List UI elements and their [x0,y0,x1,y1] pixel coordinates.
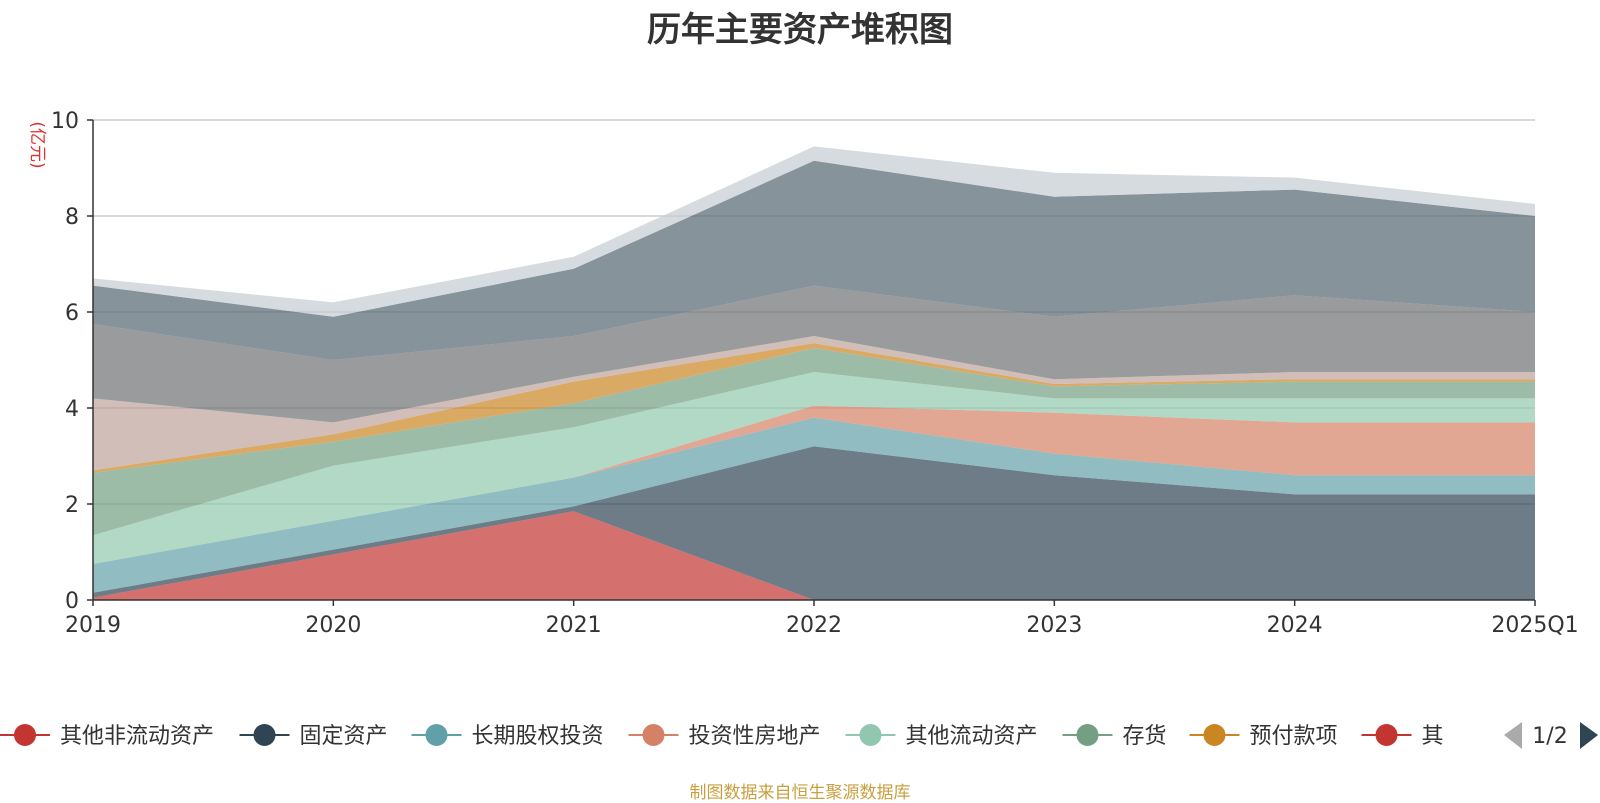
axis-layer: 0 2 4 6 8 10 2019 2020 2021 2022 2023 2024 2025Q1 (亿元… [27,109,1579,638]
legend-next-icon[interactable] [1580,722,1598,749]
x-tick-label: 2024 [1267,613,1323,638]
x-tick-label: 2019 [65,613,121,638]
x-tick-label: 2023 [1026,613,1082,638]
legend-marker-icon [1076,724,1099,746]
legend-marker-icon [1375,724,1398,746]
y-tick-label: 6 [65,301,79,326]
area-series-6 [93,348,1535,536]
x-tick-label: 2025Q1 [1491,613,1578,638]
legend-marker-icon [1203,724,1226,746]
area-series-1 [93,511,1535,600]
legend-label: 长期股权投资 [472,724,604,749]
legend-label: 其 [1422,724,1444,749]
legend-item[interactable]: 存货 [1062,724,1167,749]
y-axis-label: (亿元) [27,121,47,168]
x-tick-label: 2022 [786,613,842,638]
legend-item[interactable]: 其他流动资产 [845,724,1038,749]
legend: 其他非流动资产 固定资产 长期股权投资 投资性房地产 其他流动资产 存货 预付款项 其 [0,724,1444,749]
legend-item[interactable]: 长期股权投资 [411,724,604,749]
y-tick-label: 10 [51,109,79,134]
area-series-5 [93,372,1535,564]
y-tick-label: 2 [65,493,79,518]
area-series-9 [93,285,1535,423]
legend-label: 投资性房地产 [689,724,821,749]
legend-prev-icon[interactable] [1504,722,1522,749]
x-tick-label: 2020 [305,613,361,638]
legend-item[interactable]: 其他非流动资产 [0,724,214,749]
area-layer [93,146,1535,600]
area-series-10 [93,160,1535,360]
legend-pager: 1/2 [1504,722,1598,749]
source-note: 制图数据来自恒生聚源数据库 [689,783,911,803]
legend-label: 固定资产 [300,724,388,749]
y-tick-label: 8 [65,205,79,230]
legend-item[interactable]: 固定资产 [239,724,388,749]
area-series-2 [93,446,1535,600]
y-tick-label: 4 [65,397,79,422]
legend-marker-icon [642,724,665,746]
legend-marker-icon [253,724,276,746]
legend-label: 存货 [1123,724,1167,749]
chart-title: 历年主要资产堆积图 [647,10,953,50]
y-tick-label: 0 [65,589,79,614]
legend-label: 预付款项 [1250,724,1338,749]
area-series-4 [93,405,1535,564]
legend-marker-icon [859,724,882,746]
legend-label: 其他流动资产 [906,724,1038,749]
legend-label: 其他非流动资产 [60,724,214,749]
legend-page-indicator: 1/2 [1532,724,1567,749]
legend-item[interactable]: 投资性房地产 [628,724,821,749]
legend-item[interactable]: 其 [1361,724,1444,749]
legend-marker-icon [14,724,36,746]
x-tick-label: 2021 [546,613,602,638]
area-series-11 [93,146,1535,317]
legend-item[interactable]: 预付款项 [1189,724,1338,749]
legend-marker-icon [425,724,448,746]
